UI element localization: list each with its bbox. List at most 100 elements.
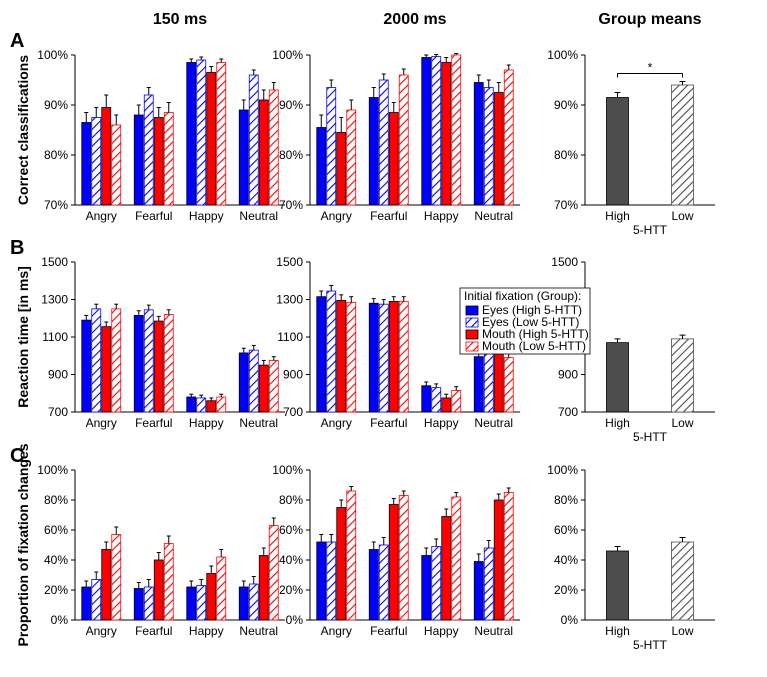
ytick: 1300 (276, 293, 303, 307)
bar (327, 88, 336, 206)
bar (422, 58, 431, 206)
ytick: 700 (48, 405, 68, 419)
bar (337, 133, 346, 206)
ytick: 1100 (42, 330, 68, 344)
bar (379, 304, 388, 412)
bar (494, 93, 503, 206)
bar (134, 315, 143, 412)
bar (432, 547, 441, 621)
ytick: 900 (283, 368, 303, 382)
ytick: 0% (286, 613, 304, 627)
row-label: A (10, 30, 24, 52)
ytick: 700 (283, 405, 303, 419)
gm-bar (607, 98, 629, 206)
ytick: 80% (44, 148, 68, 162)
bar (484, 88, 493, 206)
bar (422, 386, 431, 412)
gm-bar (672, 339, 694, 412)
bar (504, 358, 513, 412)
bar (452, 55, 461, 205)
figure-root: 150 ms2000 msGroup meansACorrect classif… (0, 0, 767, 677)
ytick: 1500 (41, 255, 68, 269)
bar (504, 70, 513, 205)
gm-bar (607, 551, 629, 620)
ytick: 100% (547, 48, 578, 62)
bar (347, 302, 356, 412)
ytick: 70% (279, 198, 303, 212)
bar (154, 321, 163, 412)
ytick: 90% (554, 98, 578, 112)
bar (484, 548, 493, 620)
bar (317, 542, 326, 620)
bar (82, 123, 91, 206)
bar (452, 390, 461, 412)
xtick: High (605, 624, 630, 638)
bar (154, 118, 163, 206)
gm-bar (607, 343, 629, 412)
xtick-sub: 5-HTT (633, 430, 668, 444)
sig-star: * (648, 61, 653, 75)
bar (249, 75, 258, 205)
bar (92, 118, 101, 206)
y-title: Correct classifications (15, 55, 31, 205)
xtick: Neutral (474, 209, 513, 223)
bar (112, 309, 121, 412)
xtick: Happy (424, 416, 459, 430)
legend-title: Initial fixation (Group): (464, 289, 581, 303)
bar (269, 526, 278, 621)
xtick: Angry (86, 209, 117, 223)
ytick: 700 (558, 405, 578, 419)
bar (369, 98, 378, 206)
ytick: 100% (547, 463, 578, 477)
ytick: 20% (44, 583, 68, 597)
bar (102, 327, 111, 412)
ytick: 1300 (41, 293, 68, 307)
bar (269, 360, 278, 412)
bar (207, 73, 216, 206)
ytick: 900 (558, 368, 578, 382)
bar (327, 291, 336, 412)
bar (269, 90, 278, 205)
xtick: Low (671, 209, 693, 223)
bar (399, 301, 408, 412)
col-header: 150 ms (153, 11, 207, 28)
bar (337, 508, 346, 621)
bar (474, 357, 483, 412)
bar (217, 63, 226, 206)
xtick: Fearful (370, 416, 407, 430)
bar (474, 562, 483, 621)
xtick-sub: 5-HTT (633, 223, 668, 237)
ytick: 900 (48, 368, 68, 382)
ytick: 1100 (277, 330, 303, 344)
bar (144, 587, 153, 620)
bar (134, 115, 143, 205)
ytick: 80% (554, 493, 578, 507)
bar (197, 60, 206, 205)
bar (422, 556, 431, 621)
xtick: Fearful (135, 416, 172, 430)
ytick: 40% (44, 553, 68, 567)
xtick: Angry (86, 416, 117, 430)
bar (327, 542, 336, 620)
ytick: 0% (51, 613, 69, 627)
ytick: 70% (554, 198, 578, 212)
bar (259, 556, 268, 621)
bar (102, 550, 111, 621)
xtick: High (605, 209, 630, 223)
bar (112, 125, 121, 205)
bar (102, 108, 111, 206)
bar (154, 560, 163, 620)
bar (207, 401, 216, 412)
xtick-sub: 5-HTT (633, 638, 668, 652)
bar (239, 353, 248, 412)
xtick: Angry (321, 209, 352, 223)
xtick: Neutral (239, 624, 278, 638)
bar (379, 80, 388, 205)
legend-swatch (466, 306, 478, 315)
bar (494, 353, 503, 412)
ytick: 40% (554, 553, 578, 567)
bar (92, 580, 101, 621)
ytick: 0% (561, 613, 579, 627)
bar (369, 303, 378, 412)
bar (239, 110, 248, 205)
